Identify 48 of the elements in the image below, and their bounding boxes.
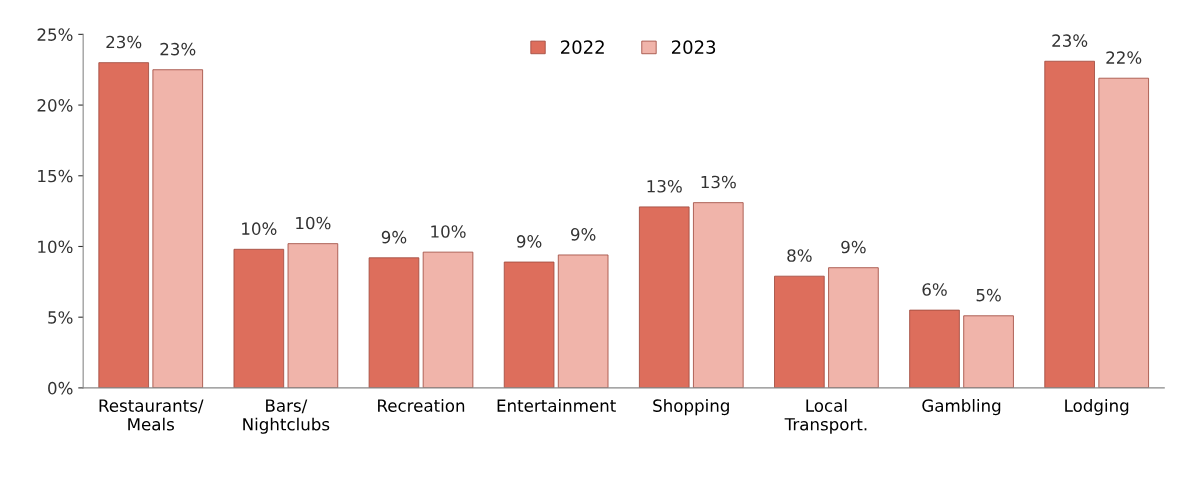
x-tick-label: Shopping (653, 399, 729, 416)
x-tick-label: Restaurants/ Meals (99, 399, 204, 431)
data-label: 13% (647, 179, 682, 193)
bar (557, 254, 609, 388)
data-label: 23% (1052, 34, 1088, 47)
legend-label: 2023 (671, 40, 716, 54)
bar (1098, 77, 1149, 388)
bar (233, 248, 285, 388)
data-label: 10% (242, 222, 277, 235)
x-tick-label: Entertainment (497, 399, 616, 412)
x-tick-label: Bars/ Nightclubs (243, 399, 330, 434)
data-label: 23% (106, 35, 142, 49)
legend-label: 2022 (561, 40, 604, 54)
data-label: 9% (841, 240, 866, 254)
y-tick-label: 5% (48, 311, 73, 324)
x-tick-label: Lodging (1065, 399, 1129, 416)
data-label: 10% (431, 225, 466, 238)
data-label: 6% (922, 283, 947, 296)
data-label: 10% (296, 216, 331, 230)
bar (152, 69, 204, 388)
bar (828, 267, 879, 388)
x-tick-label: Gambling (922, 399, 1001, 416)
bar (693, 202, 744, 388)
bar (963, 315, 1014, 388)
data-label: 9% (570, 228, 596, 241)
data-label: 22% (1106, 51, 1142, 64)
data-label: 8% (787, 249, 812, 262)
data-label: 9% (381, 230, 407, 244)
y-tick-label: 25% (37, 28, 73, 41)
y-tick-label: 15% (38, 169, 73, 183)
bar (503, 261, 555, 388)
data-label: 23% (160, 42, 196, 56)
data-label: 5% (976, 288, 1001, 302)
y-tick-label: 20% (37, 99, 73, 112)
bar (1044, 60, 1095, 388)
x-tick-label: Local Transport. (784, 399, 867, 434)
bar (422, 251, 474, 388)
x-tick-label: Recreation (378, 399, 465, 412)
bar (638, 206, 690, 388)
bar (368, 257, 420, 388)
data-label: 9% (516, 235, 542, 248)
bar (98, 62, 149, 388)
data-label: 13% (701, 175, 736, 189)
bar (774, 275, 825, 388)
y-tick-label: 10% (38, 240, 73, 254)
bar (909, 309, 960, 388)
bar (287, 243, 339, 388)
y-tick-label: 0% (48, 381, 73, 395)
